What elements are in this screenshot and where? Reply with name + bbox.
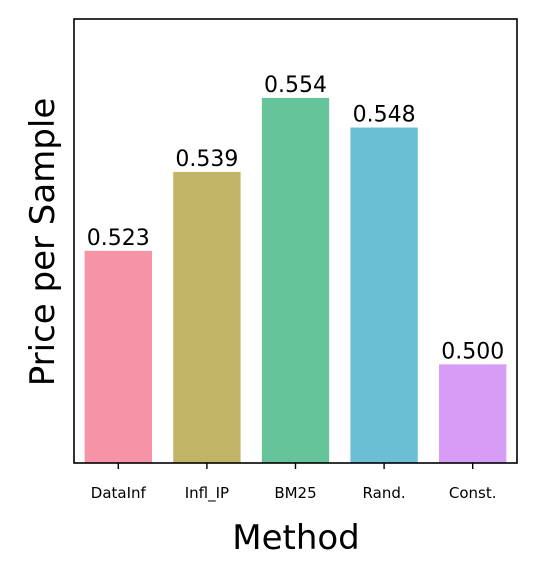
data-label-infl-ip: 0.539 xyxy=(175,147,238,172)
x-tick-label-const: Const. xyxy=(449,484,497,502)
x-axis-title: Method xyxy=(232,518,360,558)
x-tick-label-bm25: BM25 xyxy=(274,484,316,502)
x-tick-label-datainf: DataInf xyxy=(91,484,147,502)
data-label-const: 0.500 xyxy=(441,339,504,364)
data-label-datainf: 0.523 xyxy=(87,226,150,251)
bar-rand xyxy=(350,127,418,464)
data-label-bm25: 0.554 xyxy=(264,73,327,98)
data-labels-group: 0.523 0.539 0.554 0.548 0.500 xyxy=(87,73,504,364)
bar-infl-ip xyxy=(173,171,241,463)
plot-frame xyxy=(73,18,518,464)
data-label-rand: 0.548 xyxy=(353,103,416,128)
y-axis-title: Price per Sample xyxy=(23,98,63,387)
bar-const xyxy=(439,364,507,463)
x-ticks-group: DataInf Infl_IP BM25 Rand. Const. xyxy=(91,463,497,503)
bars-group xyxy=(84,97,507,464)
bar-datainf xyxy=(84,250,152,463)
x-tick-label-infl-ip: Infl_IP xyxy=(185,484,229,503)
bar-bm25 xyxy=(261,97,330,463)
x-tick-label-rand: Rand. xyxy=(363,484,406,502)
